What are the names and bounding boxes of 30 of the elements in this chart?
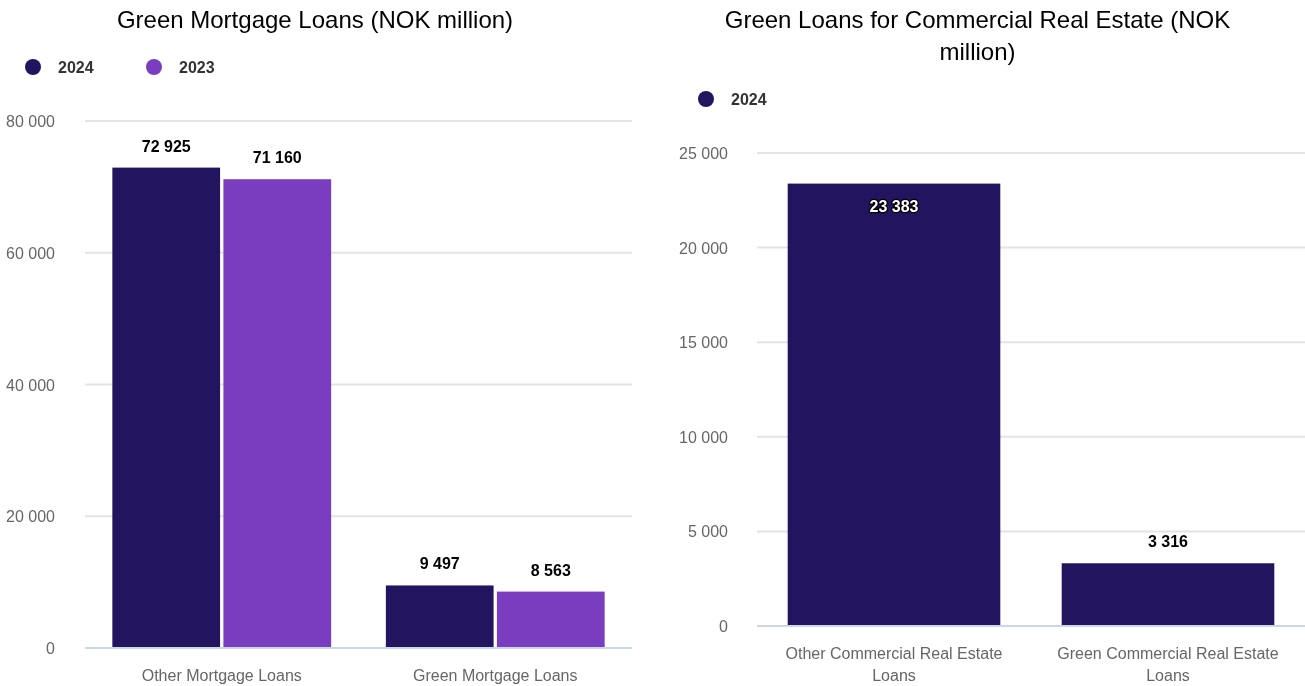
chart-title: Green Mortgage Loans (NOK million) bbox=[116, 6, 514, 33]
y-tick-label: 0 bbox=[719, 618, 729, 635]
legend-label: 2024 bbox=[731, 91, 767, 108]
x-tick-label: Other Commercial Real Estate Loans bbox=[785, 645, 1003, 684]
bar bbox=[112, 167, 221, 648]
y-tick-label: 5 000 bbox=[687, 523, 729, 541]
data-label: 23 383 bbox=[869, 197, 919, 215]
chart-title: Green Loans for Commercial Real Estate (NOK million) bbox=[724, 6, 1231, 65]
y-tick-label: 10 000 bbox=[679, 428, 729, 446]
bar bbox=[496, 591, 605, 648]
x-tick-label: Green Commercial Real Estate Loans bbox=[1057, 645, 1279, 684]
bar bbox=[385, 585, 494, 648]
bar bbox=[223, 179, 332, 648]
y-tick-label: 0 bbox=[46, 640, 56, 657]
data-label: 9 497 bbox=[419, 555, 460, 573]
y-tick-label: 80 000 bbox=[6, 113, 56, 130]
data-label: 71 160 bbox=[252, 149, 302, 167]
y-tick-label: 15 000 bbox=[679, 334, 729, 352]
y-tick-label: 20 000 bbox=[6, 508, 56, 526]
legend-label: 2024 bbox=[58, 59, 94, 76]
x-tick-label: Green Mortgage Loans bbox=[412, 667, 578, 684]
legend-label: 2023 bbox=[179, 59, 215, 76]
y-tick-label: 60 000 bbox=[6, 244, 56, 262]
y-tick-label: 20 000 bbox=[679, 239, 729, 257]
data-label: 3 316 bbox=[1147, 533, 1189, 551]
x-tick-label: Other Mortgage Loans bbox=[141, 667, 302, 684]
y-tick-label: 25 000 bbox=[679, 145, 729, 162]
data-label: 8 563 bbox=[530, 561, 571, 579]
data-label: 72 925 bbox=[141, 137, 191, 155]
y-tick-label: 40 000 bbox=[6, 376, 56, 394]
